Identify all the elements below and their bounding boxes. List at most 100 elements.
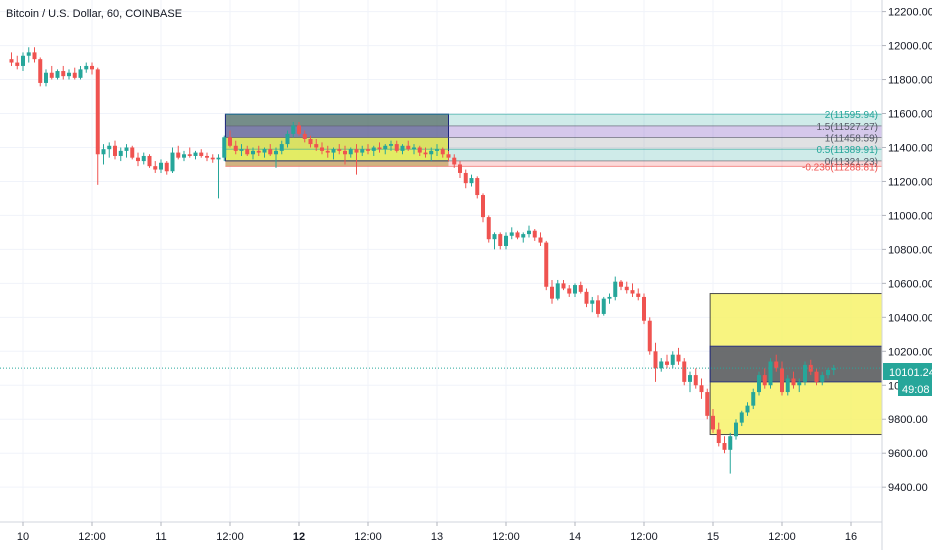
price-tick-label: 11600.00 [888, 109, 932, 121]
price-tick-label: 9600.00 [888, 448, 928, 460]
candle-body [803, 364, 807, 382]
candle-body [78, 69, 83, 78]
candle-body [780, 368, 784, 393]
candle-body [371, 147, 376, 151]
candle-body [429, 150, 434, 155]
countdown-label: 49:08 [902, 384, 930, 396]
fib-level-label: 1.5(11527.27) [816, 122, 878, 133]
candle-body [147, 155, 152, 167]
candle-body [406, 145, 411, 150]
candle-body [481, 195, 485, 218]
candle-body [665, 361, 669, 365]
candle-body [400, 145, 405, 151]
time-tick-label: 12:00 [354, 531, 382, 543]
candle-body [354, 149, 359, 153]
candle-body [814, 371, 819, 382]
time-tick-label: 14 [569, 531, 581, 543]
time-axis[interactable]: 10 12:00 11 12:00 12 12:00 13 12:00 14 12:00 15 12:… [17, 522, 857, 543]
fib-band [448, 137, 882, 150]
candle-body [61, 71, 66, 77]
candle-body [21, 55, 25, 66]
candle-body [515, 232, 520, 238]
candle-body [130, 147, 135, 158]
current-price-badge [883, 363, 932, 380]
grid [0, 0, 882, 522]
candle-body [607, 296, 612, 299]
candle-body [366, 149, 370, 151]
candle-body [118, 150, 123, 156]
drawing-zones[interactable] [224, 113, 883, 436]
candle-body [711, 415, 715, 430]
candle-body [222, 137, 227, 158]
candle-body [504, 235, 508, 246]
candle-body [394, 144, 399, 151]
candle-body [647, 320, 652, 352]
candle-body [676, 354, 681, 362]
current-price-label: 10101.24 [889, 367, 932, 379]
candle-body [187, 154, 192, 156]
candle-body [124, 147, 129, 151]
candle-body [389, 144, 393, 146]
candle-body [486, 217, 491, 240]
candle-body [159, 162, 163, 170]
candle-body [153, 166, 158, 170]
candle-body [682, 361, 687, 382]
candle-body [423, 152, 428, 155]
candle-body [555, 283, 560, 299]
candle-body [521, 234, 526, 238]
candle-body [360, 149, 365, 153]
candle-body [636, 293, 641, 297]
candle-body [291, 125, 296, 134]
candle-body [331, 149, 336, 153]
time-tick-label: 11 [155, 531, 166, 543]
time-tick-label: 12:00 [768, 531, 796, 543]
fib-level-label: 1(11458.59) [825, 134, 878, 145]
time-tick-label: 12:00 [492, 531, 520, 543]
candle-body [15, 62, 20, 66]
candle-body [734, 422, 738, 437]
symbol-title[interactable]: Bitcoin / U.S. Dollar, 60, COINBASE [6, 8, 183, 20]
candle-body [762, 375, 767, 386]
price-tick-label: 9400.00 [888, 482, 928, 494]
candle-body [722, 443, 727, 450]
candle-body [699, 385, 704, 393]
candle-body [67, 72, 71, 77]
candle-body [550, 286, 554, 299]
candle-body [26, 52, 31, 56]
candle-body [619, 281, 623, 287]
fib-band-left [225, 160, 449, 167]
candle-body [302, 133, 307, 139]
candle-body [768, 361, 773, 386]
price-tick-label: 11200.00 [888, 176, 932, 188]
candle-body [751, 392, 756, 406]
candle-body [791, 378, 796, 386]
candle-body [141, 155, 146, 162]
time-tick-label: 12:00 [78, 531, 106, 543]
candle-body [716, 429, 721, 444]
candle-body [412, 147, 416, 150]
target-box[interactable] [709, 345, 883, 383]
price-axis[interactable]: 12200.00 12000.00 11800.00 11600.00 11400.00… [882, 7, 932, 495]
candle-body [325, 150, 330, 153]
candle-body [308, 138, 313, 145]
candle-body [728, 436, 733, 450]
candle-body [337, 149, 342, 151]
fib-level-label: 2(11595.94) [825, 110, 878, 121]
candle-body [590, 300, 595, 304]
time-tick-label: 15 [707, 531, 719, 543]
candle-body [561, 283, 566, 289]
candle-body [446, 154, 451, 158]
candle-body [44, 72, 48, 83]
fib-level-label: -0.236(11288.81) [802, 162, 878, 173]
price-tick-label: 12000.00 [888, 41, 932, 53]
candle-body [774, 361, 779, 369]
candle-body [38, 59, 43, 83]
fib-band [448, 114, 882, 126]
fib-band-left [225, 114, 449, 126]
candle-body [239, 149, 244, 151]
candle-body [268, 149, 273, 155]
candle-body [285, 133, 290, 145]
